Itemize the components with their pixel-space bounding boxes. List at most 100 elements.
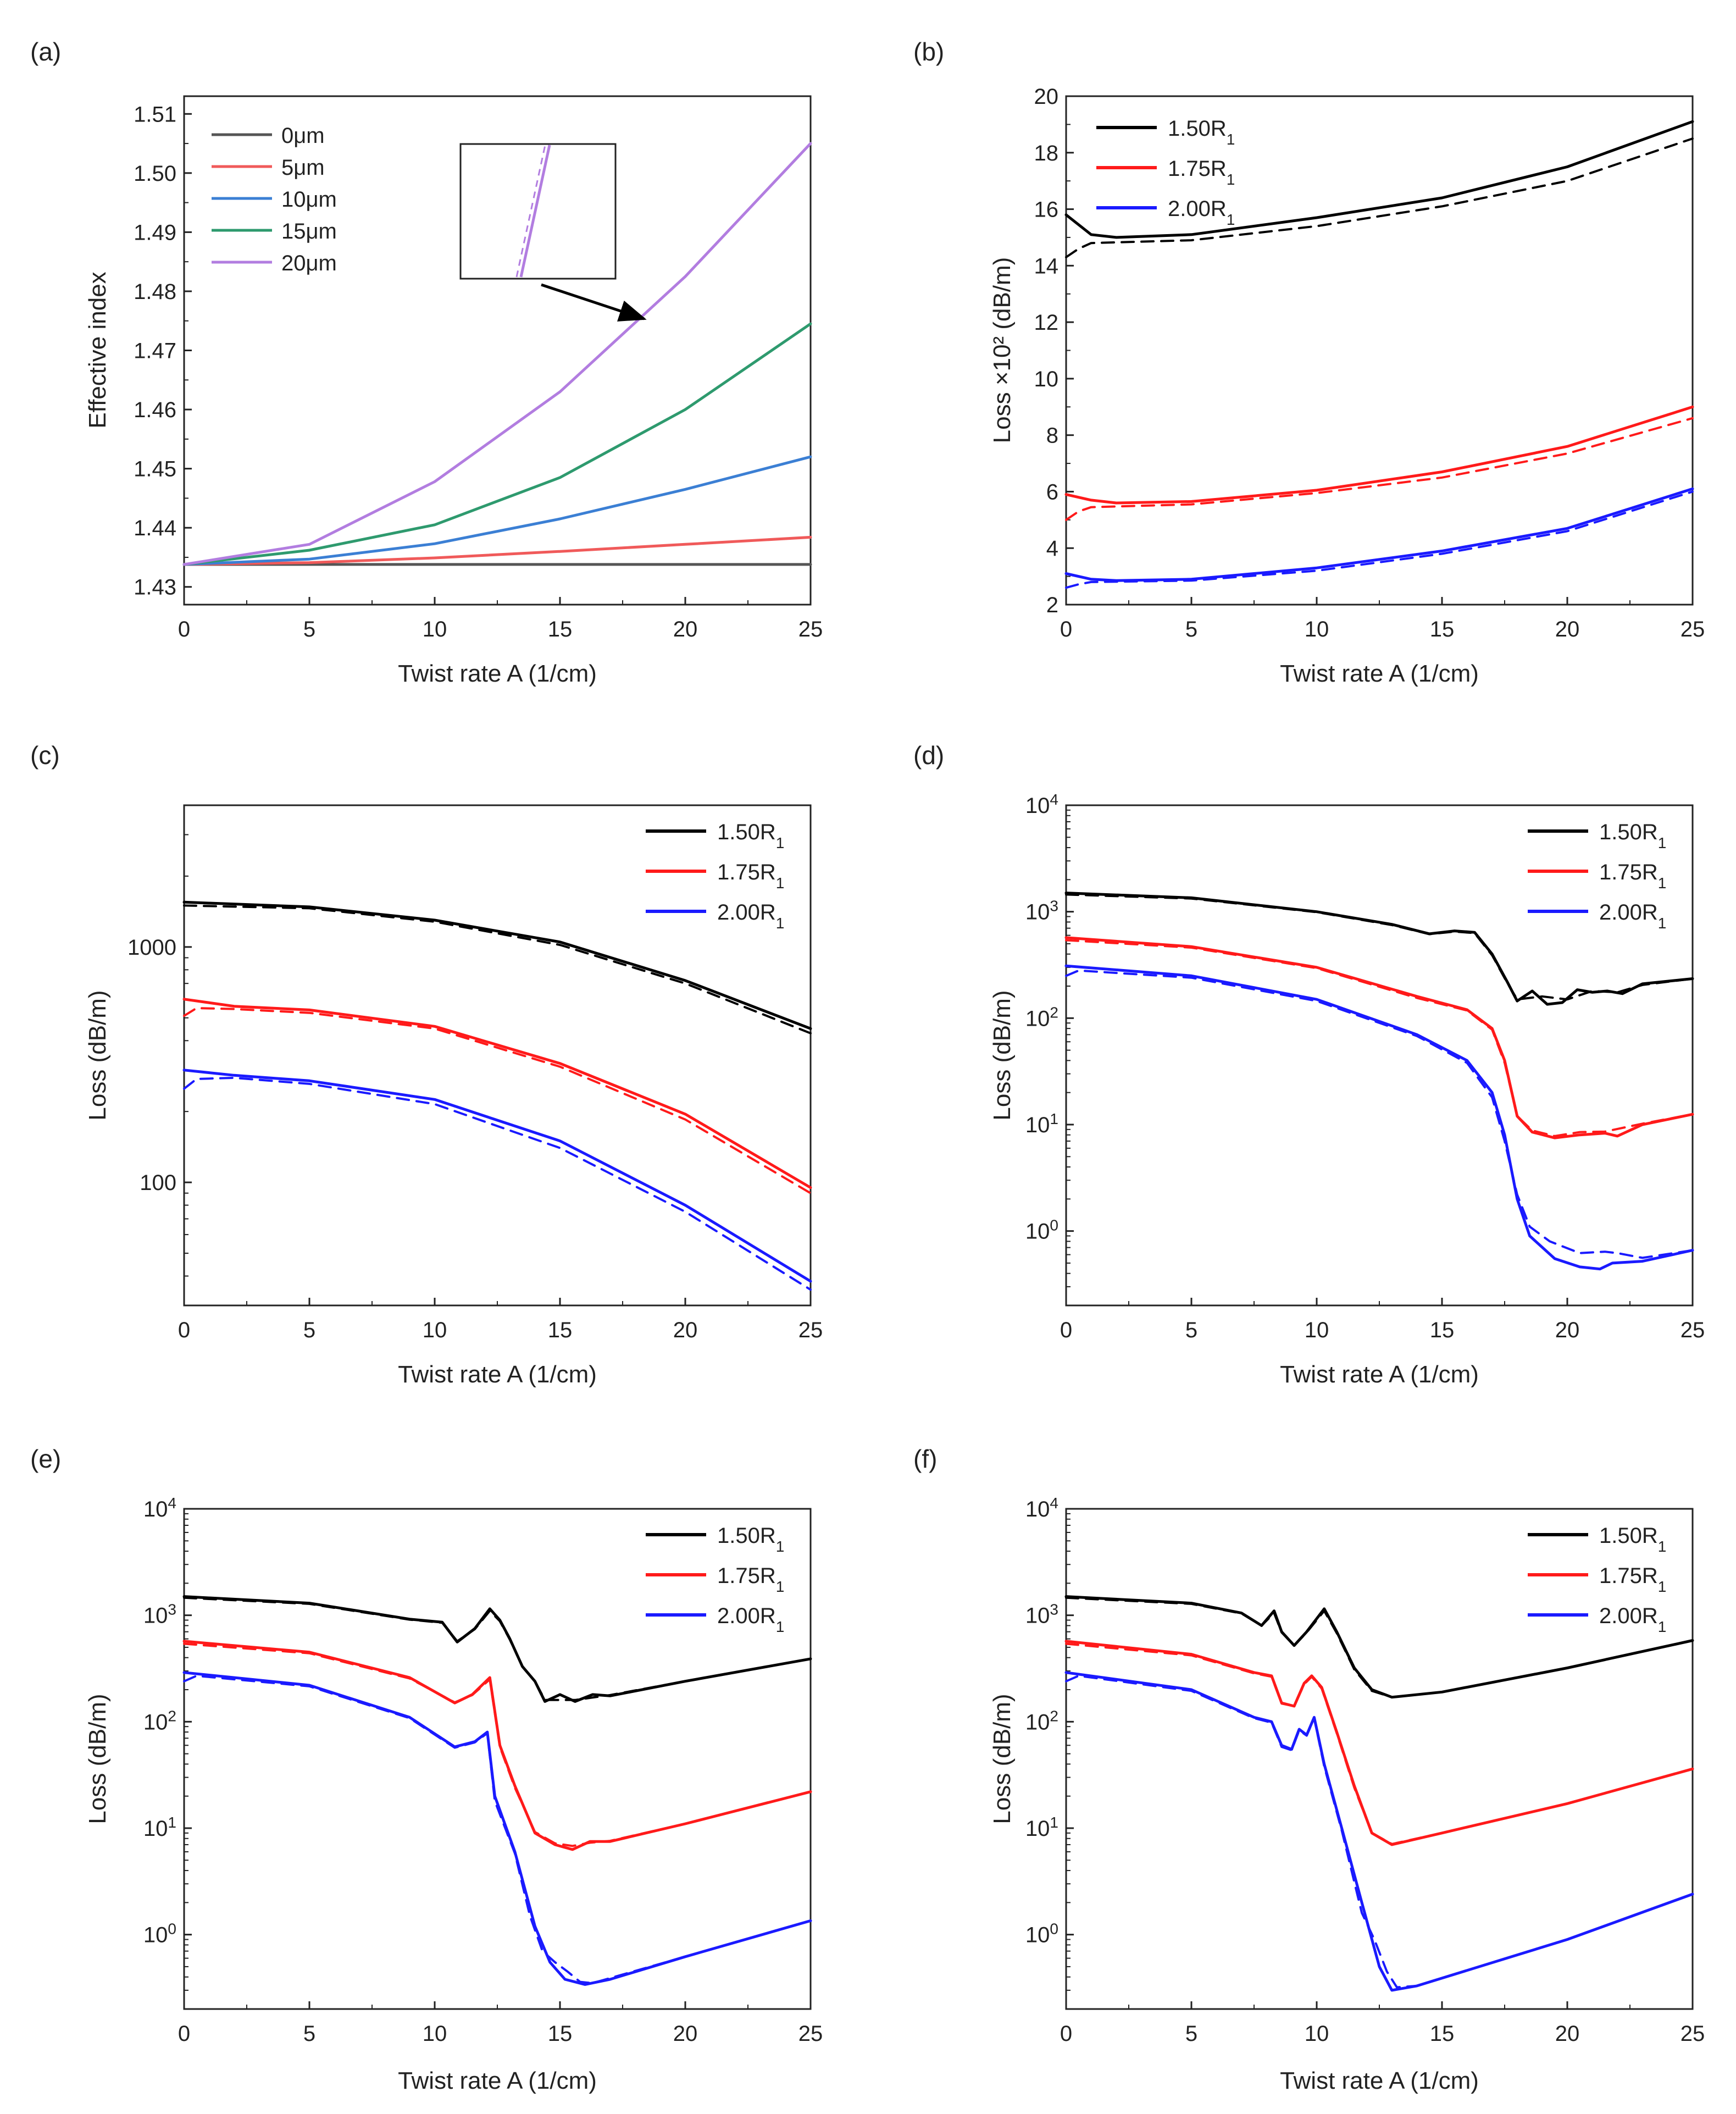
series-line-series-5-dashed (183, 1674, 812, 1984)
panel-e-legend: 1.50R1 1.75R1 2.00R1 (646, 1524, 784, 1635)
series-line-2.00R1 (1064, 487, 1694, 582)
x-tick-label: 0 (1060, 617, 1072, 641)
y-tick-label: 1000 (127, 936, 176, 960)
x-tick-label: 25 (1680, 2022, 1705, 2046)
panel-e-frame (183, 1508, 812, 2010)
x-tick-label: 15 (1430, 2022, 1455, 2046)
panel-c-y-axis-label: Loss (dB/m) (84, 990, 111, 1120)
series-line-series-1-dashed (1065, 1596, 1694, 1698)
y-tick-label: 6 (1046, 480, 1058, 504)
panel-f-legend: 1.50R1 1.75R1 2.00R1 (1528, 1524, 1666, 1635)
y-tick-label: 1.50 (134, 162, 176, 186)
y-tick-label: 12 (1034, 311, 1059, 335)
panel-f-x-axis-label: Twist rate A (1/cm) (1280, 2067, 1479, 2094)
panel-f-chart: (f) 100 101 102 103 104 0 5 10 15 20 25 Twist rat… (913, 1445, 1705, 2094)
legend-label-20um: 20μm (281, 251, 337, 275)
series-line-1.75R1 (182, 1640, 812, 1851)
panel-b-x-axis-label: Twist rate A (1/cm) (1280, 660, 1479, 687)
legend-label-1.75R1: 1.75R1 (717, 860, 784, 892)
x-tick-label: 5 (303, 1318, 315, 1342)
panel-d-xticks: 0 5 10 15 20 25 (1060, 1298, 1705, 1342)
y-tick-label: 8 (1046, 424, 1058, 448)
panel-b-legend: 1.50R1 1.75R1 2.00R1 (1096, 117, 1235, 228)
panel-a-xticks: 0 5 10 15 20 25 (178, 597, 823, 641)
series-line-series-1-dashed (183, 1596, 812, 1701)
x-tick-label: 10 (423, 617, 447, 641)
x-tick-label: 10 (1305, 1318, 1329, 1342)
panel-c-xticks: 0 5 10 15 20 25 (178, 1298, 823, 1342)
y-tick-label: 2 (1046, 593, 1058, 617)
y-tick-label: 101 (1025, 1110, 1058, 1137)
panel-c-x-axis-label: Twist rate A (1/cm) (398, 1361, 597, 1388)
legend-label-2.00R1: 2.00R1 (717, 900, 784, 932)
x-tick-label: 0 (1060, 1318, 1072, 1342)
legend-label-10um: 10μm (281, 187, 337, 212)
y-tick-label: 104 (1025, 1495, 1058, 1522)
y-tick-label: 101 (1025, 1813, 1058, 1841)
x-tick-label: 25 (1680, 617, 1705, 641)
y-tick-label: 14 (1034, 254, 1059, 278)
panel-e-y-axis-label: Loss (dB/m) (84, 1694, 111, 1824)
legend-label-15um: 15μm (281, 219, 337, 244)
x-tick-label: 15 (1430, 617, 1455, 641)
legend-label-2.00R1: 2.00R1 (1599, 900, 1666, 932)
panel-a-y-axis-label: Effective index (84, 272, 111, 428)
x-tick-label: 0 (178, 617, 190, 641)
panel-d-letter: (d) (913, 741, 944, 770)
inset-frame (459, 143, 617, 280)
inset-solid-curve (519, 145, 551, 278)
legend-label-1.50R1: 1.50R1 (717, 1524, 784, 1555)
x-tick-label: 15 (548, 617, 573, 641)
x-tick-label: 5 (1185, 2022, 1197, 2046)
panel-d-y-axis-label: Loss (dB/m) (989, 990, 1016, 1120)
y-tick-label: 102 (1025, 1707, 1058, 1735)
panel-d-frame (1065, 804, 1694, 1307)
y-tick-label: 1.43 (134, 575, 176, 600)
panel-c-chart: (c) 100 1000 0 5 10 15 20 25 Twist rate A (1/c… (30, 741, 823, 1388)
x-tick-label: 5 (1185, 617, 1197, 641)
y-tick-label: 104 (1025, 791, 1058, 818)
series-line-2.00R1 (182, 1069, 812, 1283)
x-tick-label: 25 (798, 1318, 823, 1342)
panel-e-letter: (e) (30, 1445, 61, 1473)
series-line-series-5-dashed (1065, 490, 1694, 589)
series-line-series-3-dashed (1065, 939, 1694, 1137)
panel-b-letter: (b) (913, 37, 944, 66)
series-line-series-5-dashed (1065, 969, 1694, 1259)
panel-d-series (1064, 892, 1694, 1271)
legend-label-1.50R1: 1.50R1 (1599, 1524, 1666, 1555)
x-tick-label: 20 (673, 617, 698, 641)
series-line-series-3-dashed (1065, 1642, 1694, 1845)
panel-f-series (1064, 1595, 1694, 1992)
x-tick-label: 20 (1555, 1318, 1580, 1342)
legend-label-5um: 5μm (281, 156, 325, 180)
legend-label-1.75R1: 1.75R1 (1599, 860, 1666, 892)
y-tick-label: 1.45 (134, 457, 176, 482)
y-tick-label: 1.49 (134, 220, 176, 245)
x-tick-label: 0 (178, 1318, 190, 1342)
series-line-series-3-dashed (183, 1007, 812, 1194)
y-tick-label: 10 (1034, 367, 1059, 391)
legend-label-2.00R1: 2.00R1 (1168, 197, 1235, 228)
y-tick-label: 100 (140, 1171, 176, 1195)
x-tick-label: 10 (1305, 2022, 1329, 2046)
series-line-series-5-dashed (1065, 1674, 1694, 1989)
y-tick-label: 103 (143, 1601, 176, 1628)
series-line-5-m (182, 535, 812, 566)
panel-f-xticks: 0 5 10 15 20 25 (1060, 2001, 1705, 2046)
y-tick-label: 20 (1034, 85, 1059, 109)
panel-b-y-axis-label: Loss ×10² (dB/m) (989, 257, 1016, 444)
y-tick-label: 103 (1025, 1601, 1058, 1628)
x-tick-label: 10 (423, 2022, 447, 2046)
x-tick-label: 5 (303, 617, 315, 641)
legend-label-0um: 0μm (281, 124, 325, 148)
x-tick-label: 15 (548, 1318, 573, 1342)
series-line-20-m (182, 142, 812, 566)
x-tick-label: 20 (673, 2022, 698, 2046)
y-tick-label: 1.48 (134, 280, 176, 304)
y-tick-label: 104 (143, 1495, 176, 1522)
x-tick-label: 20 (1555, 2022, 1580, 2046)
x-tick-label: 25 (798, 2022, 823, 2046)
x-tick-label: 0 (1060, 2022, 1072, 2046)
panel-a-chart: (a) 1.43 1.44 1.45 1.46 1.47 1.48 1.49 1.50 1.51… (30, 37, 823, 687)
